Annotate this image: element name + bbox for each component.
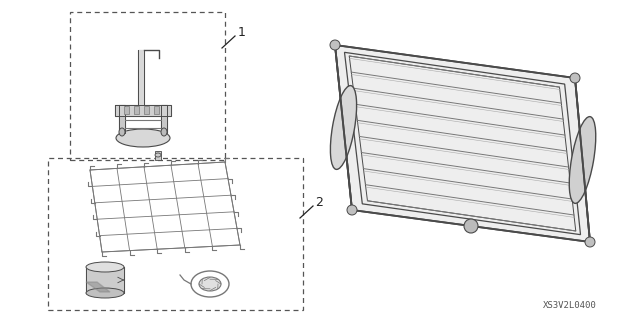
Text: 2: 2	[315, 197, 323, 210]
Bar	[144, 106, 149, 114]
Ellipse shape	[116, 129, 170, 147]
Polygon shape	[119, 105, 125, 133]
Bar	[70, 12, 225, 160]
Circle shape	[464, 219, 478, 233]
Polygon shape	[335, 45, 590, 242]
Bar	[134, 106, 139, 114]
Polygon shape	[86, 282, 110, 292]
Text: XS3V2L0400: XS3V2L0400	[543, 300, 597, 309]
Ellipse shape	[199, 277, 221, 291]
Polygon shape	[115, 105, 171, 116]
Text: 1: 1	[238, 26, 246, 40]
Ellipse shape	[86, 288, 124, 298]
Circle shape	[585, 237, 595, 247]
Ellipse shape	[86, 262, 124, 272]
Ellipse shape	[161, 128, 167, 136]
Ellipse shape	[155, 153, 161, 157]
Ellipse shape	[119, 128, 125, 136]
Polygon shape	[86, 267, 124, 293]
Bar	[48, 158, 303, 310]
Circle shape	[330, 40, 340, 50]
Circle shape	[347, 205, 357, 215]
Bar	[124, 106, 129, 114]
Bar	[155, 151, 161, 160]
Polygon shape	[138, 50, 144, 105]
Ellipse shape	[330, 85, 356, 169]
Bar	[154, 106, 159, 114]
Polygon shape	[161, 105, 167, 133]
Circle shape	[570, 73, 580, 83]
Ellipse shape	[569, 117, 596, 204]
